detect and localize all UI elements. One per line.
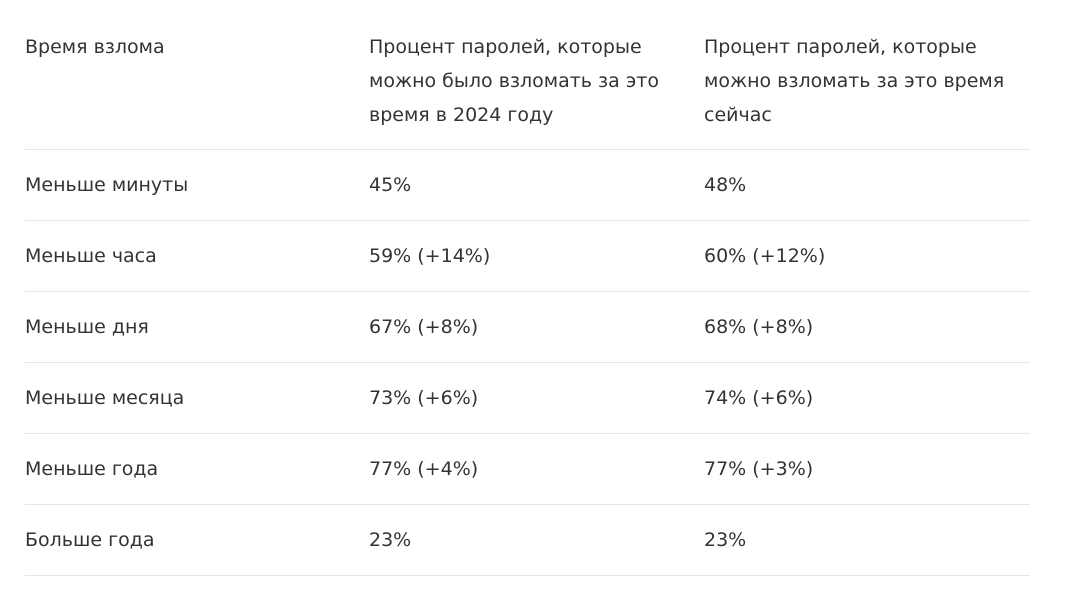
cell-percent-now: 60% (+12%) (704, 220, 1030, 292)
cell-cracking-time: Меньше часа (25, 220, 369, 292)
table-row: Меньше дня 67% (+8%) 68% (+8%) (25, 291, 1030, 363)
table-row: Меньше года 77% (+4%) 77% (+3%) (25, 433, 1030, 505)
cell-percent-2024: 59% (+14%) (369, 220, 704, 292)
cell-cracking-time: Меньше минуты (25, 149, 369, 221)
table-body: Меньше минуты 45% 48% Меньше часа 59% (+… (25, 149, 1030, 576)
header-cracking-time: Время взлома (25, 36, 165, 58)
cell-percent-now: 48% (704, 149, 1030, 221)
cell-percent-2024: 73% (+6%) (369, 362, 704, 434)
cell-percent-now: 68% (+8%) (704, 291, 1030, 363)
cell-cracking-time: Больше года (25, 504, 369, 576)
cracking-time-table-container: Время взлома Процент паролей, которые мо… (25, 30, 1030, 576)
cell-percent-2024: 45% (369, 149, 704, 221)
cell-cracking-time: Меньше года (25, 433, 369, 505)
cell-percent-2024: 77% (+4%) (369, 433, 704, 505)
table-row: Меньше месяца 73% (+6%) 74% (+6%) (25, 362, 1030, 434)
cell-cracking-time: Меньше дня (25, 291, 369, 363)
cracking-time-table: Время взлома Процент паролей, которые мо… (25, 30, 1030, 576)
table-row: Меньше часа 59% (+14%) 60% (+12%) (25, 220, 1030, 292)
cell-percent-now: 77% (+3%) (704, 433, 1030, 505)
cell-percent-now: 74% (+6%) (704, 362, 1030, 434)
cell-cracking-time: Меньше месяца (25, 362, 369, 434)
header-row: Время взлома Процент паролей, которые мо… (25, 30, 1030, 150)
header-percent-2024: Процент паролей, которые можно было взло… (369, 36, 659, 126)
table-header: Время взлома Процент паролей, которые мо… (25, 30, 1030, 150)
header-percent-now: Процент паролей, которые можно взломать … (704, 36, 1005, 126)
cell-percent-2024: 23% (369, 504, 704, 576)
table-row: Больше года 23% 23% (25, 504, 1030, 576)
cell-percent-2024: 67% (+8%) (369, 291, 704, 363)
cell-percent-now: 23% (704, 504, 1030, 576)
table-row: Меньше минуты 45% 48% (25, 149, 1030, 221)
